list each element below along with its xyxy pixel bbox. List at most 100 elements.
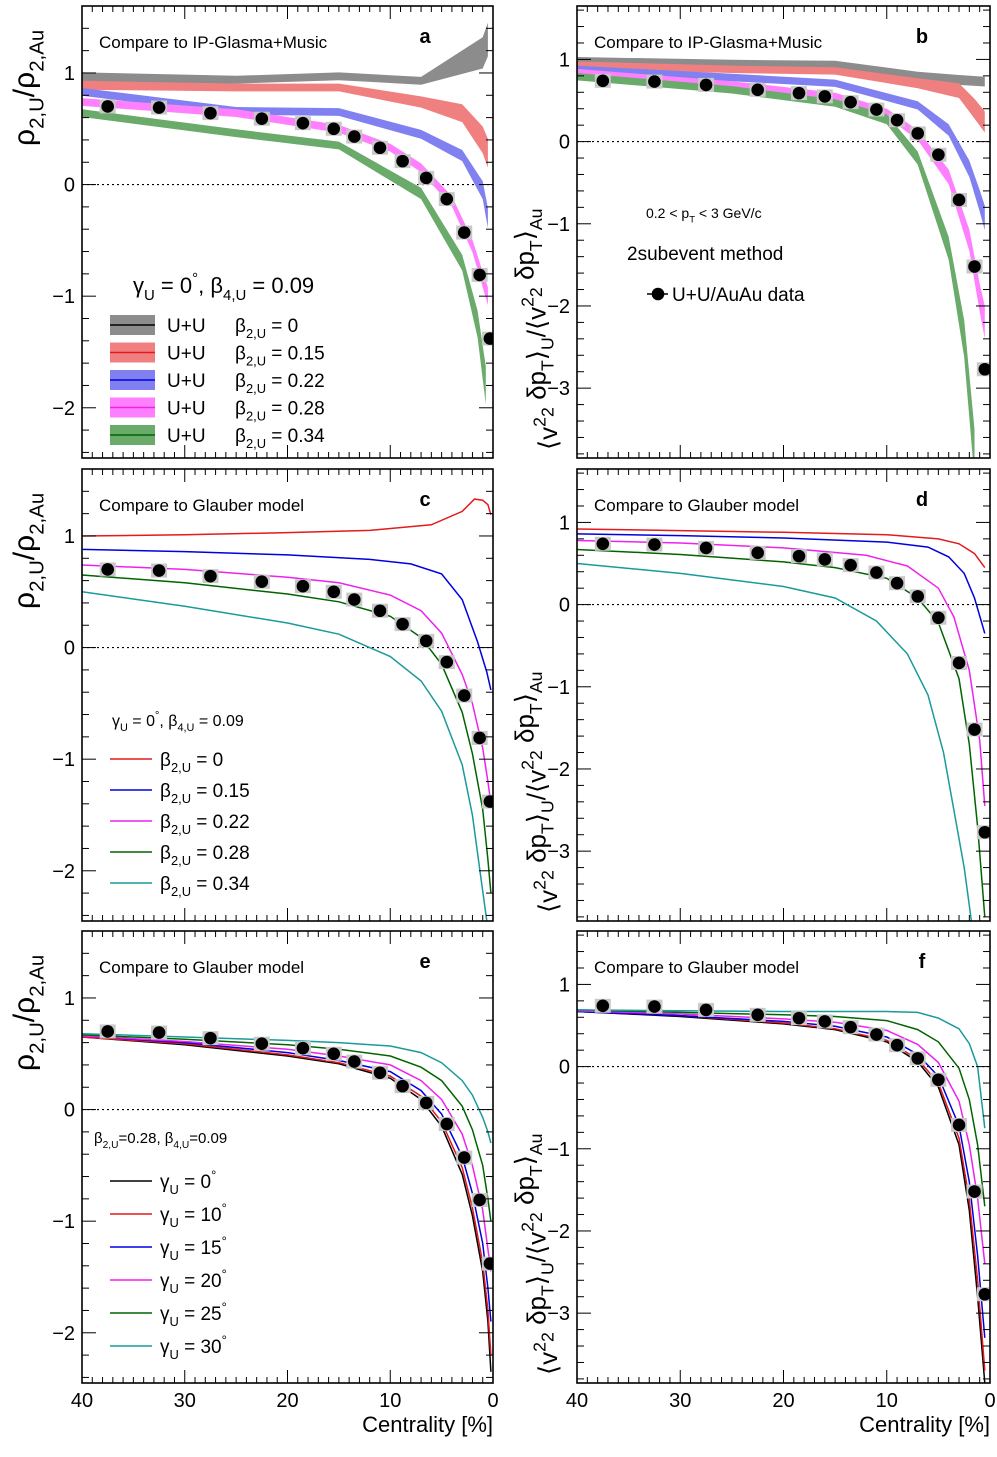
y-axis-label: ⟨v22 δpT⟩U/⟨v22 δpT⟩Au (510, 671, 563, 913)
y-axis-label: ⟨v22 δpT⟩U/⟨v22 δpT⟩Au (510, 1133, 563, 1375)
data-point (792, 549, 806, 563)
y-tick-label: −1 (52, 749, 75, 771)
data-point (699, 78, 713, 92)
data-point (699, 541, 713, 555)
data-point (101, 563, 114, 576)
data-point (911, 127, 925, 140)
data-point (844, 1020, 857, 1034)
y-tick-label: 1 (64, 63, 75, 85)
model-line-5 (82, 1034, 492, 1222)
panel-title: Compare to Glauber model (594, 496, 799, 515)
annotation-pt-range: 0.2 < pT < 3 GeV/c (646, 205, 762, 225)
data-point (255, 1037, 269, 1051)
data-point (440, 655, 454, 669)
data-point (204, 1031, 217, 1045)
data-point (204, 106, 217, 120)
data-point (911, 1052, 925, 1065)
data-point (932, 1073, 945, 1087)
data-point (347, 130, 361, 143)
data-point (483, 332, 493, 345)
data-point (978, 362, 990, 376)
y-tick-label: 1 (64, 988, 75, 1010)
x-tick-label: 40 (566, 1390, 588, 1412)
y-tick-label: 0 (64, 175, 75, 197)
y-tick-label: 1 (559, 974, 570, 996)
plot-area (577, 998, 990, 1383)
data-point (818, 90, 832, 103)
data-point (699, 1003, 713, 1017)
legend-label: U+U (167, 426, 206, 447)
y-axis-label: ρ2,U/ρ2,Au (8, 493, 49, 609)
data-point (396, 1079, 409, 1093)
y-tick-label: −3 (547, 378, 570, 400)
x-tick-label: 30 (174, 1390, 196, 1412)
legend-label: β2,U = 0.15 (160, 781, 250, 806)
legend-label: U+U (167, 344, 206, 365)
data-point (296, 579, 310, 593)
data-point (648, 75, 661, 88)
data-point (419, 634, 433, 648)
data-point (204, 569, 217, 583)
data-point (255, 112, 269, 126)
model-line-3 (82, 564, 492, 804)
data-point (457, 226, 471, 239)
data-point (327, 122, 341, 136)
y-tick-label: −1 (547, 214, 570, 236)
model-line-5 (82, 591, 488, 921)
legend-label: U+U (167, 371, 206, 392)
data-point (347, 593, 361, 606)
data-point (952, 656, 966, 670)
x-tick-label: 10 (876, 1390, 898, 1412)
model-line-1 (577, 1010, 986, 1383)
data-point (844, 558, 857, 572)
data-point (596, 537, 610, 551)
legend-label: β2,U = 0.28 (235, 399, 325, 424)
legend-label: γU = 20° (160, 1266, 227, 1296)
data-point (818, 553, 832, 566)
legend-label: γU = 0° (160, 1167, 216, 1197)
data-point (968, 1185, 981, 1198)
panel-title: Compare to IP-Glasma+Music (99, 33, 328, 52)
data-point (419, 1096, 433, 1110)
model-band-2 (577, 61, 985, 133)
data-point (347, 1055, 361, 1068)
panel-d: −3 −2 −1 0 1 Compare to Glauber model d ⟨v22 δp… (510, 468, 991, 922)
legend-label: β2,U = 0.22 (160, 812, 250, 837)
y-tick-label: 1 (64, 526, 75, 548)
data-point (952, 193, 966, 207)
legend-label: β2,U = 0.34 (160, 874, 250, 899)
panel-letter: f (919, 951, 926, 973)
plot-area (82, 22, 493, 405)
y-tick-label: −1 (52, 286, 75, 308)
x-axis-label: Centrality [%] (859, 1412, 990, 1437)
model-line-2 (82, 548, 492, 691)
data-point (483, 795, 493, 808)
data-point (296, 116, 310, 130)
panel-title: Compare to IP-Glasma+Music (594, 33, 823, 52)
model-line-1 (82, 498, 492, 537)
legend-label: β2,U = 0 (235, 316, 298, 341)
data-point (440, 1117, 454, 1131)
legend-label: β2,U = 0.22 (235, 371, 325, 396)
y-tick-label: 0 (559, 1057, 570, 1079)
panel-c: −2 −1 0 1 Compare to Glauber model c ρ2,U/ρ2,A… (8, 468, 494, 922)
x-tick-label: 20 (772, 1390, 794, 1412)
model-line-1 (82, 1036, 492, 1372)
y-tick-label: −3 (547, 841, 570, 863)
data-point (483, 1257, 493, 1270)
data-point (152, 101, 166, 114)
x-tick-label: 0 (487, 1390, 498, 1412)
data-point (373, 604, 387, 618)
model-line-2 (577, 533, 986, 634)
model-line-3 (577, 539, 986, 806)
model-line-5 (577, 562, 973, 921)
data-point (296, 1041, 310, 1055)
data-point (255, 575, 269, 589)
panel-letter: a (419, 26, 431, 48)
data-point (890, 576, 904, 590)
data-point (890, 113, 904, 127)
panel-frame (576, 930, 991, 1384)
panel-title: Compare to Glauber model (594, 958, 799, 977)
